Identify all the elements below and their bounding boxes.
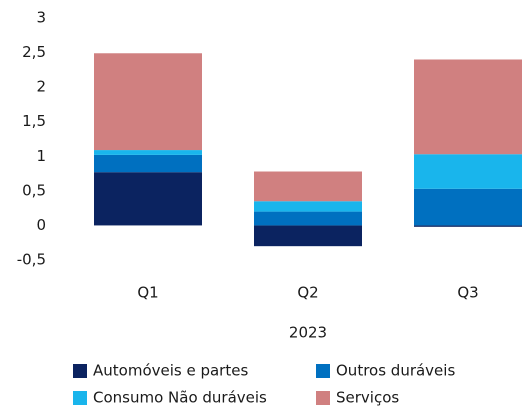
legend-label: Automóveis e partes [93,362,248,380]
bar-segment [94,150,202,155]
bar-segment [254,225,362,247]
bar-segment [414,225,522,227]
bar-segment [414,59,522,155]
y-tick-label: 3 [36,9,46,27]
y-tick-label: 2 [36,78,46,96]
x-tick-label: Q3 [457,284,478,302]
legend-label: Outros duráveis [336,362,455,380]
x-tick-label: Q1 [137,284,158,302]
y-tick-label: 1,5 [22,112,46,130]
y-tick-label: 2,5 [22,43,46,61]
legend-swatch [73,391,87,405]
bar-segment [94,53,202,151]
x-tick-label: Q2 [297,284,318,302]
x-axis-label: 2023 [289,324,327,342]
bar-segment [414,154,522,189]
bar-segment [254,201,362,212]
legend-swatch [73,364,87,378]
bar-segment [94,172,202,226]
legend-label: Consumo Não duráveis [93,389,267,407]
y-tick-label: 0 [36,216,46,234]
y-tick-label: 0,5 [22,181,46,199]
bar-segment [414,188,522,226]
bar-segment [254,171,362,202]
bar-segment [94,154,202,173]
y-tick-label: 1 [36,147,46,165]
bar-segment [254,211,362,226]
legend-label: Serviços [336,389,399,407]
y-tick-label: -0,5 [17,251,46,269]
legend-swatch [316,391,330,405]
legend-swatch [316,364,330,378]
